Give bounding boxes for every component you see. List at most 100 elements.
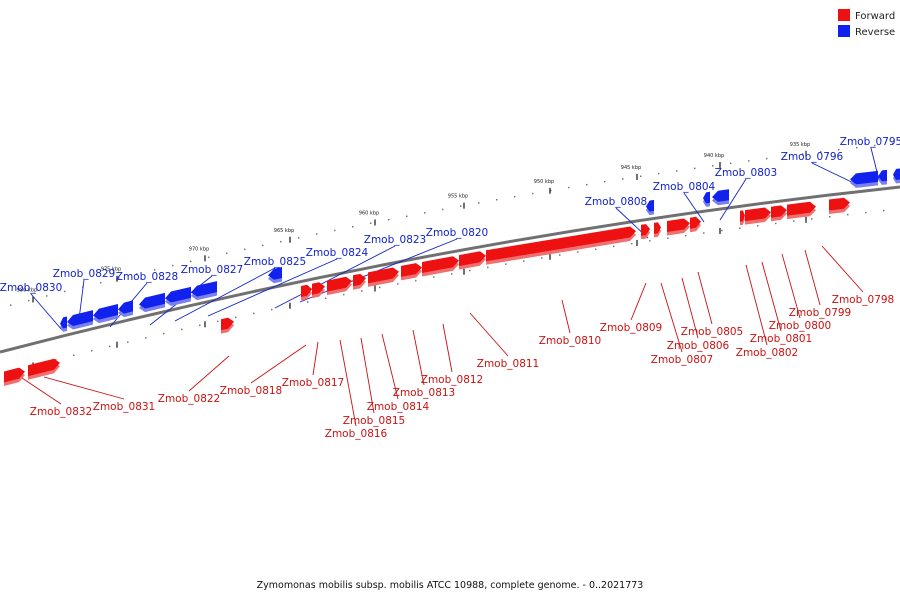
- gene-label: Zmob_0806: [667, 340, 730, 352]
- gene-zmob-0795: [878, 169, 887, 185]
- leader-line: [412, 329, 425, 386]
- gene-label: Zmob_0814: [367, 401, 430, 413]
- scale-dot: [523, 260, 525, 262]
- gene-zmob-0823: [191, 281, 217, 301]
- scale-ticks: [32, 150, 807, 369]
- scale-label: 940 kbp: [704, 153, 724, 159]
- gene-zmob-0803: [712, 189, 729, 206]
- scale-dot: [451, 273, 453, 275]
- scale-label: 955 kbp: [448, 194, 468, 200]
- scale-dot: [820, 151, 822, 153]
- leader-line: [660, 282, 683, 353]
- gene-label: Zmob_0799: [789, 307, 851, 319]
- genome-backbone: [0, 185, 900, 354]
- gene-label: Zmob_0808: [585, 196, 647, 208]
- gene-zmob-0800: [771, 205, 787, 222]
- gene-labels: Zmob_0795Zmob_0796Zmob_0798Zmob_0799Zmob…: [0, 136, 900, 440]
- scale-dot: [568, 186, 570, 189]
- leader-line: [30, 293, 63, 331]
- gene-label: Zmob_0805: [681, 326, 743, 338]
- scale-dot: [163, 332, 165, 335]
- gene-zmob-0820: [268, 267, 282, 284]
- gene-label: Zmob_0812: [421, 374, 483, 386]
- gene-label: Zmob_0795: [840, 136, 900, 148]
- gene-label: Zmob_0807: [651, 354, 713, 366]
- scale-dot: [505, 263, 507, 265]
- gene-zmob-0828: [93, 304, 118, 324]
- scale-labels: 980 kbp 975 kbp 970 kbp 965 kbp 960 kbp 955 k…: [17, 142, 810, 294]
- scale-dot: [307, 301, 309, 303]
- scale-label: 975 kbp: [101, 267, 121, 273]
- scale-dot: [262, 244, 264, 247]
- leader-line: [188, 355, 230, 392]
- leader-line: [630, 282, 647, 321]
- scale-dot: [136, 273, 138, 275]
- leader-line: [43, 376, 125, 400]
- gene-label: Zmob_0809: [600, 322, 662, 334]
- scale-dot: [856, 146, 858, 149]
- gene-label: Zmob_0804: [653, 181, 716, 193]
- gene-label: Zmob_0800: [769, 320, 831, 332]
- leader-line: [821, 245, 864, 293]
- gene-label: Zmob_0803: [715, 167, 777, 179]
- gene-zmob-0796: [850, 170, 878, 188]
- scale-dot: [46, 295, 48, 297]
- legend-forward-swatch: [838, 9, 850, 21]
- scale-dot: [190, 260, 192, 263]
- scale-dot: [343, 293, 345, 296]
- scale-dot: [406, 215, 408, 217]
- gene-label: Zmob_0825: [244, 256, 306, 268]
- gene-features: [4, 168, 900, 386]
- scale-dot: [127, 341, 129, 343]
- gene-zmob-0805: [690, 216, 701, 233]
- scale-dot: [694, 167, 696, 170]
- leader-line: [719, 178, 747, 221]
- scale-dot: [892, 142, 894, 145]
- gene-label: Zmob_0832: [30, 406, 92, 418]
- scale-label: 970 kbp: [189, 246, 209, 252]
- scale-dot: [415, 279, 417, 282]
- scale-dot: [487, 266, 489, 269]
- leader-line: [681, 277, 699, 339]
- leader-line: [697, 271, 713, 325]
- scale-dot: [604, 181, 606, 183]
- scale-dot: [586, 183, 588, 186]
- gene-label: Zmob_0820: [426, 227, 488, 239]
- scale-dot: [496, 199, 498, 201]
- gene-zmob-0825: [139, 292, 165, 313]
- scale-dot: [667, 237, 669, 239]
- scale-dot: [442, 208, 444, 211]
- gene-label: Zmob_0827: [181, 264, 243, 276]
- scale-dot: [388, 218, 390, 221]
- legend-reverse-label: Reverse: [855, 27, 895, 38]
- gene-zmob-0810: [486, 226, 636, 265]
- gene-label: Zmob_0830: [0, 282, 62, 294]
- gene-label: Zmob_0828: [116, 271, 178, 283]
- scale-dot: [118, 277, 120, 279]
- leader-line: [360, 337, 375, 414]
- scale-dot: [244, 248, 246, 251]
- scale-dot: [280, 240, 282, 243]
- gene-zmob-0799: [787, 201, 816, 220]
- scale-dot: [613, 245, 615, 248]
- gene-label: Zmob_0801: [750, 333, 812, 345]
- scale-dot: [883, 209, 885, 212]
- scale-dot: [235, 316, 237, 319]
- scale-dot: [64, 290, 66, 293]
- gene-zmob-0830: [60, 316, 67, 332]
- scale-dot: [424, 212, 426, 214]
- scale-label: 935 kbp: [790, 142, 810, 148]
- gene-zmob-0798: [829, 197, 850, 214]
- scale-label: 965 kbp: [274, 228, 294, 234]
- scale-dot: [532, 192, 534, 195]
- scale-dot: [676, 170, 678, 172]
- scale-dot: [370, 222, 372, 224]
- scale-dot: [811, 218, 813, 220]
- scale-dot: [865, 211, 867, 214]
- scale-label: 945 kbp: [621, 165, 641, 171]
- leader-line: [781, 253, 801, 319]
- scale-dot: [217, 320, 219, 323]
- scale-dot: [748, 160, 750, 162]
- gene-label: Zmob_0810: [539, 335, 601, 347]
- scale-dot: [847, 213, 849, 216]
